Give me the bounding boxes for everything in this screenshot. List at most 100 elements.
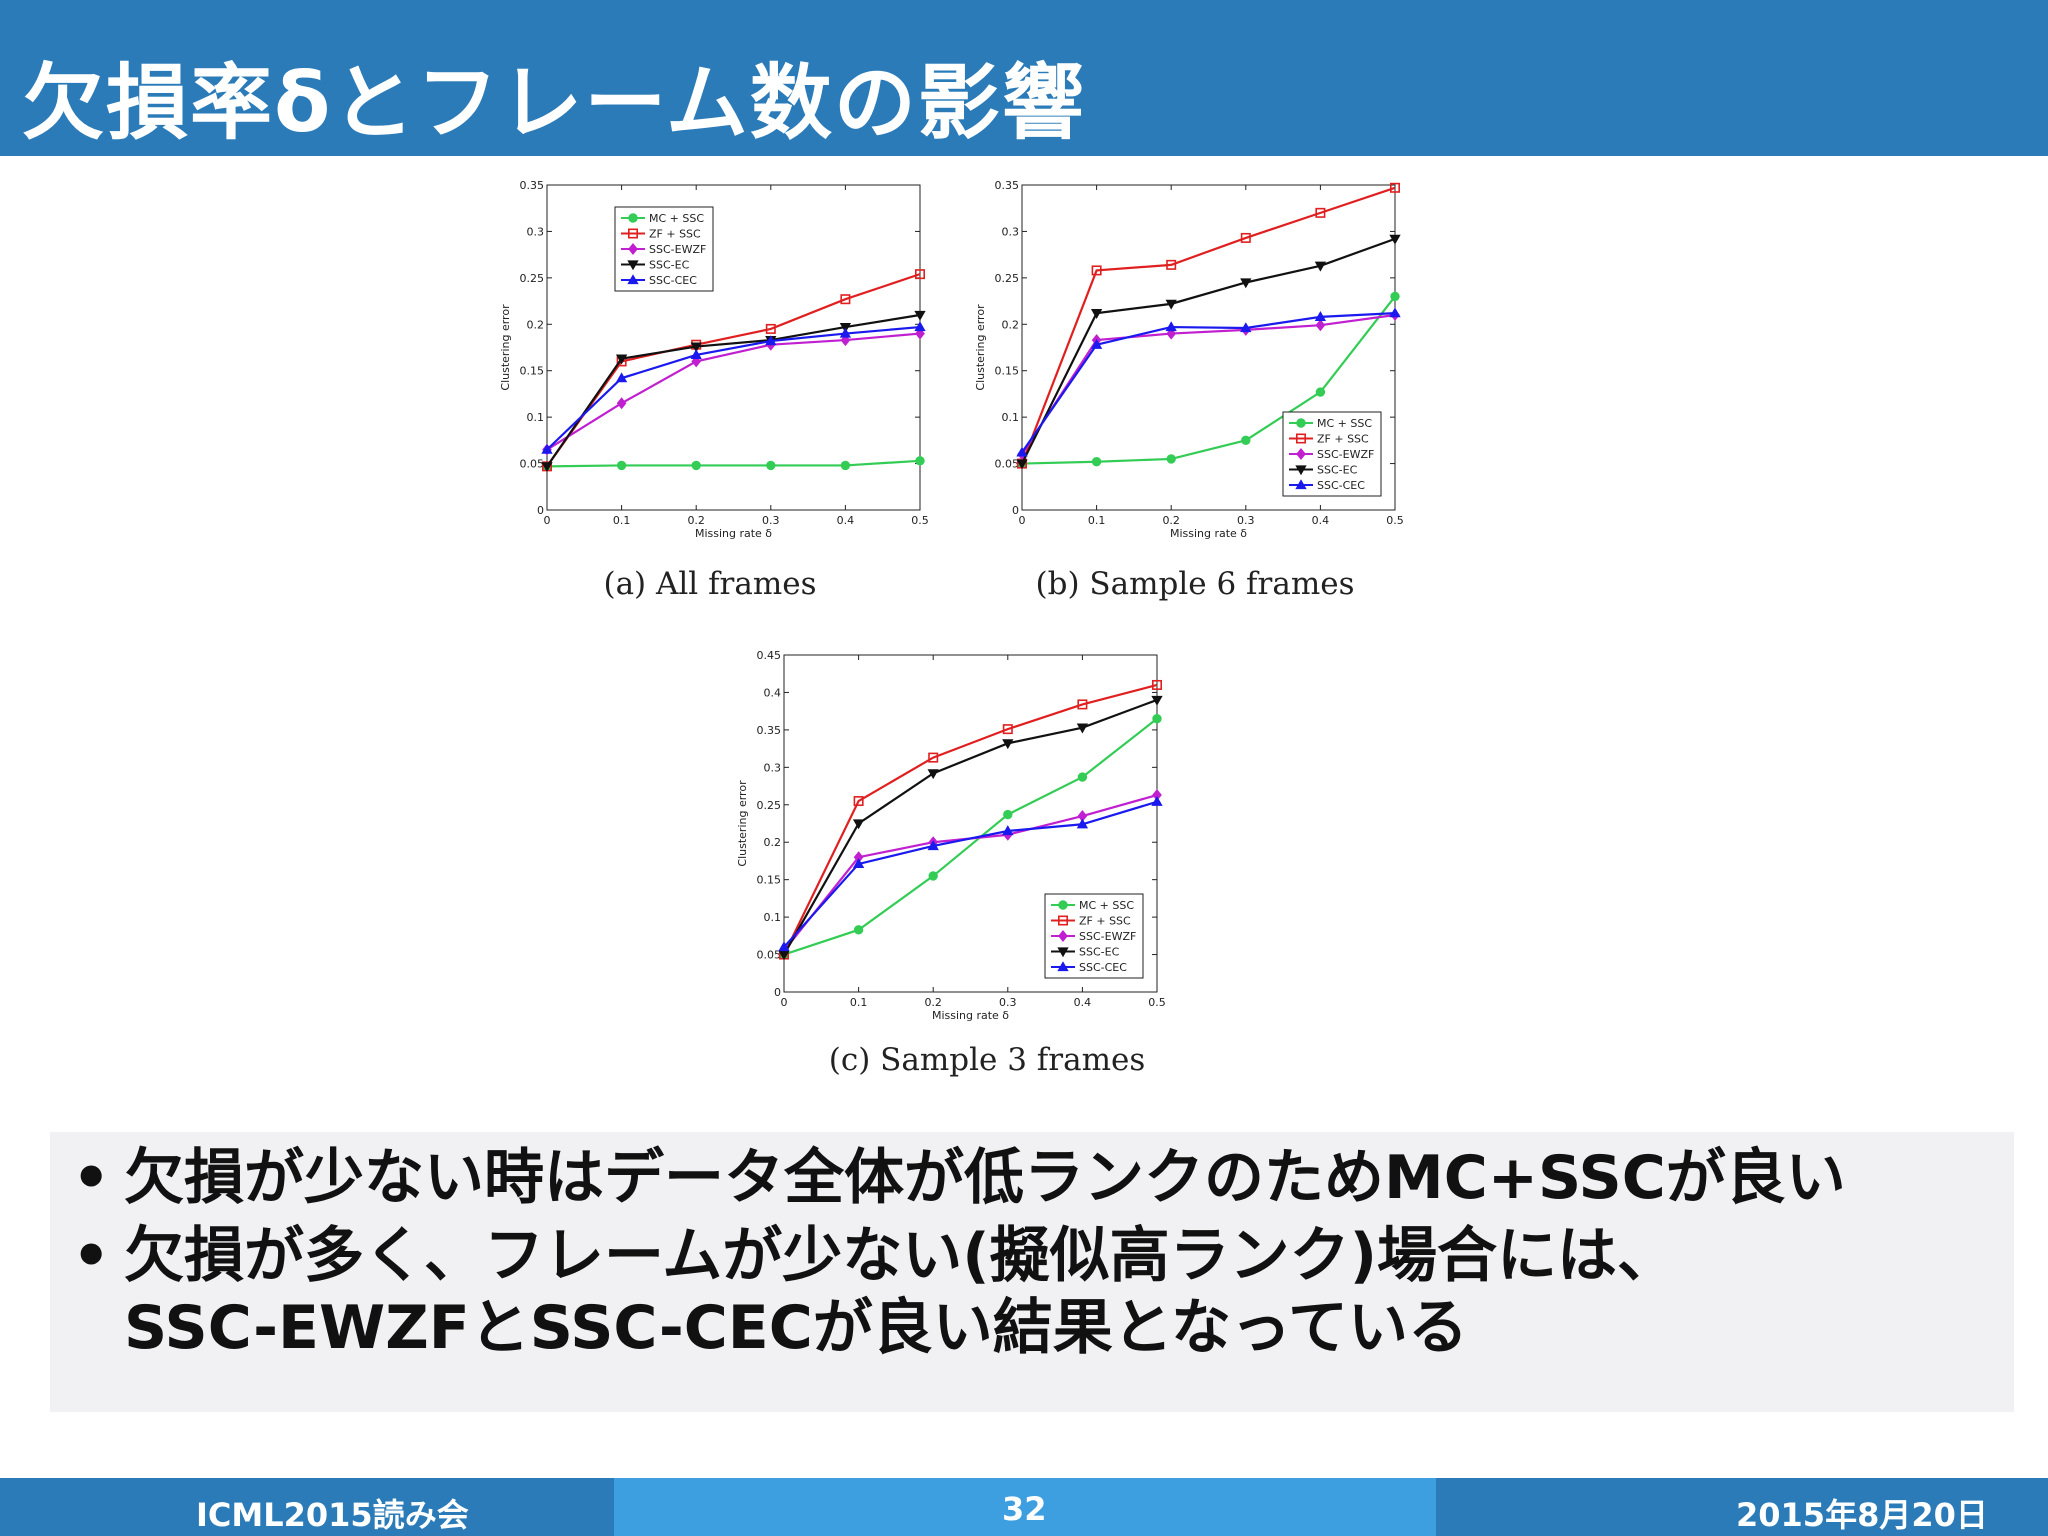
chart-all-frames-svg: 0 0.05 0.1 0.15 0.2 0.25 0.3 0.35 0 0.1 0.2 0.3 0.4 0…: [499, 179, 929, 540]
chart-all-frames: 0 0.05 0.1 0.15 0.2 0.25 0.3 0.35 0 0.1 0.2 0.3 0.4 0…: [480, 170, 940, 550]
chart-a-x-tick-label: 0: [544, 514, 551, 527]
chart-a-y-tick-label: 0.2: [527, 318, 545, 331]
chart-c-x-tick-label: 0: [781, 996, 788, 1009]
chart-b-series-ssc-ec-point: [1240, 278, 1252, 289]
chart-b-series-zf-ssc-point: [1166, 259, 1177, 270]
chart-b-legend-ssc-ec-marker: [1295, 465, 1307, 476]
chart-a-series-mc-ssc-point: [915, 456, 925, 466]
chart-a-y-tick-label: 0.25: [520, 272, 545, 285]
bullet-marker: •: [72, 1221, 111, 1291]
footer-left: ICML2015読み会: [0, 1478, 614, 1536]
chart-b-series-ssc-cec-point: [1240, 322, 1252, 333]
bullet-panel: • 欠損が少ない時はデータ全体が低ランクのためMC+SSCが良い • 欠損が多く、フ…: [50, 1132, 2014, 1412]
chart-b-series-ssc-ec-point: [1165, 299, 1177, 310]
chart-c-series-ssc-ec-line: [783, 698, 1158, 956]
chart-a-legend-ssc-cec-marker: [627, 274, 639, 285]
chart-c-series-zf-ssc-line: [783, 683, 1158, 956]
chart-a-y-tick-label: 0.35: [520, 179, 545, 192]
chart-b-series-ssc-ec-point: [1090, 309, 1103, 319]
chart-c-series-mc-ssc-point: [853, 925, 864, 935]
chart-a-series-ssc-cec-line: [546, 325, 921, 451]
chart-a-y-tick-label: 0.1: [527, 411, 545, 424]
chart-b-y-axis-label: Clustering error: [974, 304, 987, 391]
page-number: 32: [1002, 1490, 1047, 1528]
chart-sample-3-frames: 0 0.05 0.1 0.15 0.2 0.25 0.3 0.35 0.4 0.45 0 0.1 0.2…: [717, 640, 1177, 1030]
chart-b-legend-ssc-ec-label: SSC-EC: [1317, 464, 1358, 477]
chart-a-series-ssc-ec-point: [690, 342, 702, 353]
chart-b-x-tick-label: 0.5: [1386, 514, 1404, 527]
chart-a-series-ssc-cec-point: [914, 321, 926, 332]
chart-b-legend-ssc-cec-marker: [1295, 479, 1307, 490]
chart-b-legend-ssc-cec-label: SSC-CEC: [1317, 479, 1365, 492]
chart-b-series-mc-ssc-point: [1166, 454, 1176, 464]
title-bar: 欠損率δとフレーム数の影響: [0, 0, 2048, 156]
bullet-text-2: 欠損が多く、フレームが少ない(擬似高ランク)場合には、: [124, 1221, 1678, 1291]
chart-b-series-ssc-ec-point: [1314, 261, 1327, 272]
chart-a-series-mc-ssc-point: [616, 460, 627, 471]
caption-sample-6-frames: (b) Sample 6 frames: [1035, 566, 1355, 602]
chart-a-legend-ssc-cec-label: SSC-CEC: [649, 274, 697, 287]
chart-b-legend-mc-ssc-label: MC + SSC: [1317, 417, 1372, 430]
chart-b-series-mc-ssc-point: [1315, 387, 1326, 397]
chart-a-legend-ssc-ec-marker: [627, 260, 639, 271]
chart-c-series-ssc-ec-point: [1002, 739, 1014, 750]
chart-a-legend-zf-ssc-label: ZF + SSC: [649, 228, 701, 241]
chart-c-series-ssc-cec-line: [783, 800, 1158, 948]
chart-a-series-zf-ssc-point: [840, 294, 851, 305]
chart-a-series-ssc-ewzf-line: [546, 332, 921, 451]
caption-all-frames: (a) All frames: [603, 566, 817, 602]
chart-c-series-ssc-ec-point: [927, 769, 939, 780]
chart-c-y-tick-label: 0: [774, 986, 781, 999]
footer-right: 2015年8月20日: [1436, 1478, 2048, 1536]
chart-a-y-tick-label: 0: [537, 504, 544, 517]
chart-a-series-ssc-ec-point: [914, 310, 926, 321]
chart-a-x-tick-label: 0.3: [762, 514, 780, 527]
chart-c-y-tick-label: 0.4: [764, 686, 782, 699]
chart-c-series-ssc-cec-point: [852, 858, 865, 869]
chart-a-series-zf-ssc-point: [914, 269, 925, 280]
chart-b-x-tick-label: 0.1: [1088, 514, 1106, 527]
chart-a-series-ssc-cec-point: [839, 327, 852, 338]
chart-b-y-tick-label: 0.1: [1002, 411, 1020, 424]
chart-b-series-zf-ssc-point: [1240, 232, 1251, 243]
bullet-text-2-continuation: SSC-EWZFとSSC-CECが良い結果となっている: [124, 1293, 1468, 1363]
chart-a-x-tick-label: 0.1: [613, 514, 631, 527]
footer-date: 2015年8月20日: [1736, 1496, 1988, 1534]
chart-b-x-axis-label: Missing rate δ: [1170, 527, 1247, 540]
chart-c-legend-ssc-ec-label: SSC-EC: [1079, 946, 1120, 959]
chart-b-legend-zf-ssc-label: ZF + SSC: [1317, 433, 1369, 446]
chart-c-x-tick-label: 0.3: [999, 996, 1017, 1009]
chart-a-y-tick-label: 0.15: [520, 365, 545, 378]
chart-a-series-ssc-ec-point: [615, 354, 628, 365]
chart-c-series-ssc-cec-point: [1002, 825, 1014, 836]
chart-c-legend-mc-ssc-marker: [1058, 900, 1068, 910]
caption-sample-3-frames: (c) Sample 3 frames: [828, 1042, 1146, 1078]
chart-c-series-ssc-ec-point: [852, 819, 865, 830]
chart-b-x-tick-label: 0.4: [1312, 514, 1330, 527]
chart-b-series-ssc-cec-point: [1016, 446, 1028, 457]
chart-c-series-ssc-ec-point: [1151, 695, 1163, 706]
chart-b-y-tick-label: 0: [1012, 504, 1019, 517]
chart-c-series-ssc-cec-point: [1076, 818, 1089, 829]
chart-c-series-mc-ssc-point: [1152, 713, 1162, 724]
chart-b-series-zf-ssc-point: [1389, 182, 1400, 193]
chart-c-legend-ssc-ewzf-marker: [1058, 930, 1068, 942]
chart-b-series-mc-ssc-point: [1241, 435, 1251, 446]
chart-b-series-ssc-cec-line: [1021, 312, 1396, 454]
chart-c-y-axis-label: Clustering error: [736, 780, 749, 867]
chart-c-x-tick-label: 0.5: [1148, 996, 1166, 1009]
chart-c-series-zf-ssc-point: [928, 752, 939, 763]
chart-a-series-mc-ssc-point: [766, 460, 776, 471]
chart-c-legend-ssc-ec-marker: [1057, 947, 1069, 958]
chart-b-x-tick-label: 0.2: [1162, 514, 1180, 527]
chart-c-x-tick-label: 0.4: [1074, 996, 1092, 1009]
chart-b-series-ssc-cec-point: [1314, 311, 1327, 321]
chart-a-x-axis-label: Missing rate δ: [695, 527, 772, 540]
chart-c-series-ssc-cec-point: [927, 840, 939, 851]
chart-c-x-tick-label: 0.1: [850, 996, 868, 1009]
chart-c-x-axis-label: Missing rate δ: [932, 1009, 1009, 1022]
chart-b-series-ssc-ec-point: [1389, 234, 1401, 245]
chart-sample-3-frames-svg: 0 0.05 0.1 0.15 0.2 0.25 0.3 0.35 0.4 0.45 0 0.1 0.2…: [736, 649, 1166, 1022]
chart-a-legend-mc-ssc-label: MC + SSC: [649, 212, 704, 225]
chart-a-x-tick-label: 0.4: [837, 514, 855, 527]
